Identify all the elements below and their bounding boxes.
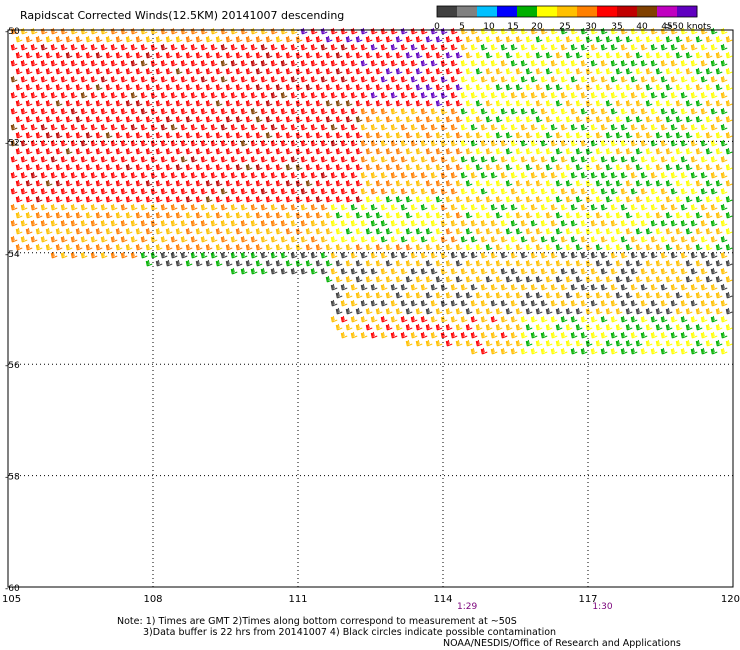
map-frame bbox=[7, 29, 734, 588]
legend-swatch bbox=[517, 6, 538, 17]
latitude-labels: -50 -52 -54 -56 -58 -60 bbox=[5, 27, 20, 594]
legend-color-bar bbox=[436, 5, 698, 18]
legend-tick-label: 45 bbox=[661, 22, 672, 32]
legend-swatch bbox=[477, 6, 498, 17]
time-label: 1:29 bbox=[457, 602, 477, 612]
time-labels: 1:29 1:30 bbox=[457, 602, 613, 612]
legend-tick-label: 5 bbox=[459, 22, 465, 32]
legend-tick-label: 15 bbox=[507, 22, 518, 32]
wind-barb-field bbox=[10, 27, 733, 355]
legend-swatch bbox=[437, 6, 458, 17]
legend-tick-label: >50 knots bbox=[665, 22, 712, 32]
time-label: 1:30 bbox=[592, 602, 612, 612]
legend-tick-label: 35 bbox=[611, 22, 622, 32]
legend-tick-label: 30 bbox=[585, 22, 597, 32]
legend-swatch bbox=[677, 6, 698, 17]
legend-tick-labels: 0 5 10 15 20 25 30 35 40 45>50 knots bbox=[434, 22, 711, 32]
legend-swatch bbox=[497, 6, 518, 17]
legend-tick-label: 20 bbox=[531, 22, 543, 32]
longitude-label: 114 bbox=[433, 594, 452, 605]
legend-swatch bbox=[657, 6, 678, 17]
note-line-1: Note: 1) Times are GMT 2)Times along bot… bbox=[117, 616, 517, 627]
longitude-label: 111 bbox=[288, 594, 307, 605]
longitude-label: 120 bbox=[721, 594, 740, 605]
longitude-labels: 105 108 111 114 117 120 bbox=[2, 594, 740, 605]
latitude-label: -50 bbox=[5, 27, 20, 37]
legend-swatch bbox=[617, 6, 638, 17]
latitude-label: -52 bbox=[5, 138, 20, 148]
lat-lon-grid bbox=[8, 30, 733, 587]
longitude-label: 108 bbox=[143, 594, 162, 605]
credit-line: NOAA/NESDIS/Office of Research and Appli… bbox=[443, 638, 681, 649]
legend-tick-label: 40 bbox=[636, 22, 648, 32]
figure-title: Rapidscat Corrected Winds(12.5KM) 201410… bbox=[20, 9, 344, 22]
legend-swatch bbox=[557, 6, 578, 17]
legend-tick-label: 0 bbox=[434, 22, 440, 32]
wind-speed-legend: 0 5 10 15 20 25 30 35 40 45>50 knots bbox=[434, 5, 712, 32]
note-line-2: 3)Data buffer is 22 hrs from 20141007 4)… bbox=[143, 627, 556, 638]
latitude-label: -54 bbox=[5, 250, 20, 260]
legend-swatch bbox=[597, 6, 618, 17]
legend-swatch bbox=[457, 6, 478, 17]
map-panel: -50 -52 -54 -56 -58 -60 105 108 111 114 117 120 1:… bbox=[2, 27, 740, 612]
legend-swatch bbox=[637, 6, 658, 17]
legend-swatch bbox=[577, 6, 598, 17]
longitude-label: 117 bbox=[578, 594, 597, 605]
latitude-label: -58 bbox=[5, 473, 20, 483]
legend-swatch bbox=[537, 6, 558, 17]
latitude-label: -60 bbox=[5, 584, 20, 594]
latitude-label: -56 bbox=[5, 361, 20, 371]
legend-tick-label: 10 bbox=[483, 22, 495, 32]
longitude-label: 105 bbox=[2, 594, 21, 605]
legend-tick-label: 25 bbox=[559, 22, 570, 32]
